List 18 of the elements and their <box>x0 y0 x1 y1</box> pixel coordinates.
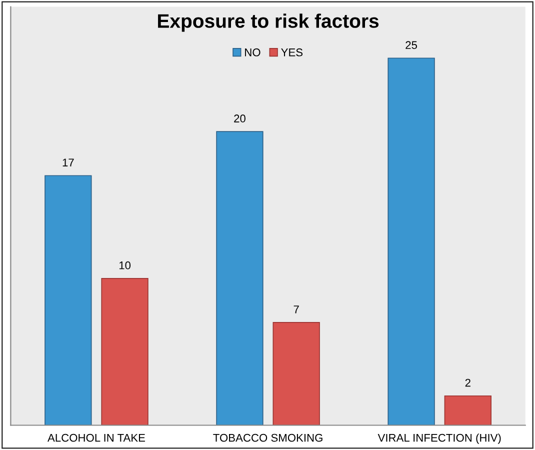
data-label: 17 <box>62 158 74 166</box>
x-tick-label: TOBACCO SMOKING <box>213 434 322 442</box>
legend-label: NO <box>245 48 260 56</box>
data-label: 10 <box>119 261 131 270</box>
x-tick-label: VIRAL INFECTION (HIV) <box>378 434 501 444</box>
bar <box>216 131 264 426</box>
bar <box>101 278 148 426</box>
x-tick-label: ALCOHOL IN TAKE <box>48 434 145 442</box>
data-label: 25 <box>406 41 417 50</box>
data-label: 7 <box>294 306 299 314</box>
chart-title: Exposure to risk factors <box>158 14 379 32</box>
data-label: 2 <box>465 378 470 387</box>
bar <box>444 395 492 426</box>
bar <box>44 175 92 426</box>
legend-label: YES <box>281 48 303 56</box>
bar <box>388 58 435 426</box>
bar <box>272 322 320 426</box>
data-label: 20 <box>234 114 246 122</box>
